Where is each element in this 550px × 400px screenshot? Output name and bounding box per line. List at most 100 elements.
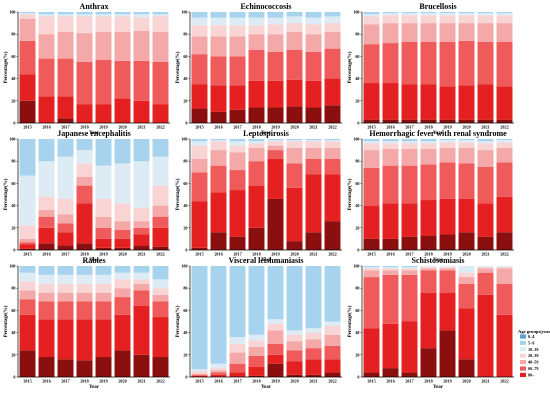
legend-swatch-5-9 — [520, 340, 526, 345]
bar-segment-5-9 — [229, 141, 246, 146]
bar-segment-10-19 — [267, 323, 284, 331]
bar-segment-40-59 — [286, 350, 303, 362]
bar-segment-40-59 — [76, 61, 93, 105]
panel-brucellosis: Brucellosis 0 20 40 60 80 100 2015 2016 2017 2018 2… — [348, 2, 514, 136]
bar-segment-20-39 — [210, 370, 227, 373]
x-tick-label: 2022 — [500, 252, 508, 257]
bar-segment-0-4 — [95, 12, 112, 15]
bar-segment-20-39 — [286, 147, 303, 164]
bar-segment-40-59 — [477, 272, 494, 295]
bar-segment-60-79 — [229, 85, 246, 110]
bar-segment-0-4 — [458, 139, 475, 141]
bar-segment-60-79 — [152, 317, 169, 358]
x-tick-label: 2020 — [290, 379, 298, 384]
bar-segment-60-79 — [382, 323, 399, 369]
bar-segment-0-4 — [76, 139, 93, 151]
bar-segment-20-39 — [458, 277, 475, 284]
bars-group — [363, 266, 513, 377]
panel-japanese-encephalitis: Japanese encephalitis 0 20 40 60 80 100 2015 201… — [4, 129, 170, 263]
bar-segment-0-4 — [401, 266, 418, 268]
x-tick-label: 2017 — [61, 125, 69, 130]
bar-segment-5-9 — [401, 13, 418, 16]
bar-segment-10-19 — [382, 15, 399, 24]
bar-segment-20-39 — [458, 23, 475, 41]
bar-segment-40-59 — [439, 162, 456, 199]
x-tick-label: 2021 — [137, 379, 145, 384]
bar-segment-5-9 — [114, 163, 131, 204]
bar-segment-10-19 — [248, 25, 265, 35]
bar-segment-60-79 — [439, 198, 456, 235]
bar-segment-60-79 — [76, 104, 93, 123]
bar-segment-0-4 — [363, 266, 380, 268]
legend-label-0-4: 0–4 — [528, 334, 535, 339]
bar-segment-40-59 — [210, 165, 227, 193]
y-axis-label: Percentage(%) — [176, 178, 181, 210]
bar-segment-60-79 — [458, 85, 475, 120]
bar-segment-60-79 — [439, 292, 456, 331]
x-tick-label: 2016 — [42, 379, 50, 384]
bar-segment-20-39 — [133, 221, 150, 228]
bar-segment-60-79 — [133, 305, 150, 355]
bar-segment-5-9 — [229, 337, 246, 344]
bar-segment-0-4 — [382, 266, 399, 268]
bar-segment-10-19 — [305, 24, 322, 35]
bar-segment-40-59 — [210, 56, 227, 86]
y-tick-label: 20 — [11, 352, 15, 357]
bar-segment-60-79 — [458, 308, 475, 360]
bar-segment-60-79 — [38, 319, 55, 358]
bar-segment-80 — [439, 330, 456, 377]
bar-segment-5-9 — [19, 272, 36, 282]
y-tick-label: 40 — [11, 203, 15, 208]
bar-segment-20-39 — [248, 34, 265, 50]
bar-segment-5-9 — [191, 369, 208, 372]
bar-segment-80 — [496, 119, 513, 123]
bar-segment-60-79 — [76, 319, 93, 361]
x-tick-label: 2021 — [309, 125, 317, 130]
bar-segment-5-9 — [382, 267, 399, 269]
bar-segment-60-79 — [248, 367, 265, 376]
bar-segment-80 — [152, 357, 169, 377]
y-tick-label: 0 — [357, 375, 359, 380]
bar-segment-60-79 — [191, 84, 208, 109]
bar-segment-80 — [439, 119, 456, 123]
bar-segment-80 — [286, 241, 303, 250]
x-tick-label: 2020 — [118, 125, 126, 130]
bar-segment-10-19 — [114, 279, 131, 289]
bar-segment-5-9 — [38, 14, 55, 17]
bar-segment-60-79 — [458, 198, 475, 233]
bar-segment-20-39 — [439, 147, 456, 163]
x-tick-label: 2016 — [42, 125, 50, 130]
bar-segment-0-4 — [477, 139, 494, 142]
bar-segment-60-79 — [114, 98, 131, 123]
bar-segment-0-4 — [114, 266, 131, 273]
x-tick-label: 2015 — [23, 379, 31, 384]
bar-segment-60-79 — [439, 86, 456, 120]
bar-segment-40-59 — [191, 374, 208, 376]
x-axis-label: Year — [433, 385, 444, 390]
bar-segment-20-39 — [191, 36, 208, 55]
bar-segment-5-9 — [210, 140, 227, 142]
bar-segment-5-9 — [363, 14, 380, 17]
y-tick-label: 100 — [181, 264, 187, 269]
bar-segment-20-39 — [477, 150, 494, 167]
panel-title: Anthrax — [80, 2, 109, 11]
bar-segment-40-59 — [95, 227, 112, 239]
x-tick-label: 2017 — [61, 252, 69, 257]
bar-segment-60-79 — [38, 227, 55, 244]
y-tick-label: 80 — [355, 32, 359, 37]
bar-segment-0-4 — [286, 12, 303, 17]
y-tick-label: 40 — [355, 203, 359, 208]
bar-segment-5-9 — [38, 274, 55, 284]
bar-segment-20-39 — [76, 33, 93, 62]
bar-segment-20-39 — [305, 339, 322, 349]
bar-segment-5-9 — [152, 14, 169, 17]
bar-segment-0-4 — [439, 139, 456, 141]
bar-segment-40-59 — [76, 301, 93, 320]
bar-segment-10-19 — [267, 141, 284, 146]
bar-segment-40-59 — [133, 290, 150, 306]
bar-segment-0-4 — [420, 12, 437, 14]
x-tick-label: 2015 — [23, 252, 31, 257]
bar-segment-40-59 — [57, 301, 74, 320]
y-tick-label: 80 — [11, 286, 15, 291]
y-axis-label: Percentage(%) — [348, 305, 353, 337]
